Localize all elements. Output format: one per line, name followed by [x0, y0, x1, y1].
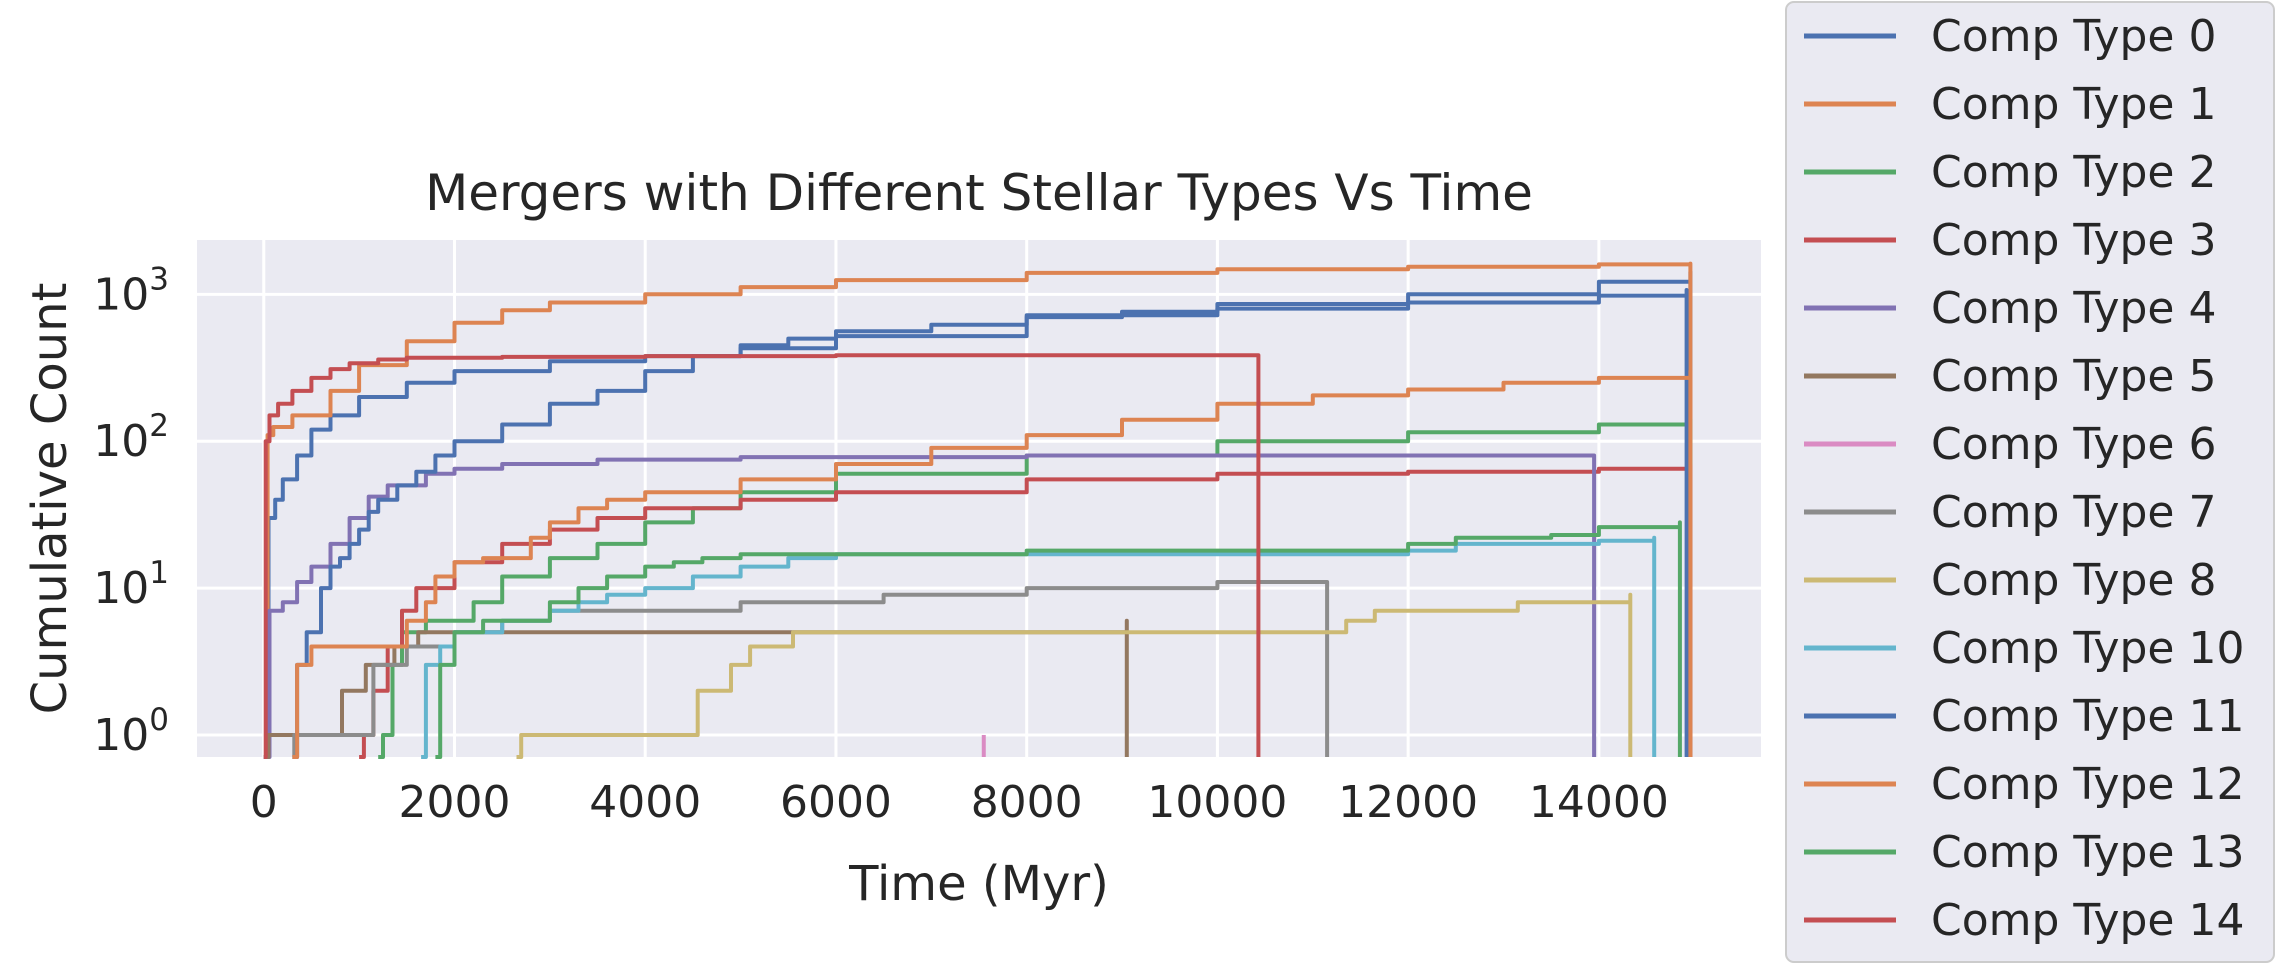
legend: Comp Type 0 Comp Type 1 Comp Type 2 Comp Ty… [1785, 1, 2275, 963]
legend-label: Comp Type 0 [1931, 11, 2216, 62]
plot-area [197, 240, 1761, 757]
x-tick-label: 14000 [1529, 777, 1669, 828]
chart-title: Mergers with Different Stellar Types Vs … [425, 164, 1533, 222]
axis-ticks: 0 2000 4000 6000 8000 10000 12000 14000 100 101 10… [93, 261, 1669, 828]
legend-label: Comp Type 12 [1931, 759, 2244, 810]
series-line [292, 580, 1330, 759]
y-tick-label: 100 [93, 702, 169, 761]
series-line [435, 520, 1682, 759]
series-line [516, 592, 1633, 759]
y-tick-label: 102 [93, 408, 169, 467]
legend-label: Comp Type 7 [1931, 487, 2216, 538]
x-tick-label: 12000 [1338, 777, 1478, 828]
series-line [263, 261, 1693, 759]
series-line [359, 463, 1693, 759]
series-lines [263, 261, 1693, 759]
legend-label: Comp Type 6 [1931, 419, 2216, 470]
x-tick-label: 6000 [780, 777, 892, 828]
series-line [263, 353, 1261, 759]
legend-label: Comp Type 8 [1931, 555, 2216, 606]
legend-label: Comp Type 11 [1931, 691, 2244, 742]
x-tick-label: 0 [250, 777, 278, 828]
x-tick-label: 10000 [1147, 777, 1287, 828]
legend-label: Comp Type 5 [1931, 351, 2216, 402]
y-tick-label: 103 [93, 261, 169, 320]
x-axis-label: Time (Myr) [848, 856, 1109, 912]
y-tick-label: 101 [93, 555, 169, 614]
legend-label: Comp Type 1 [1931, 79, 2216, 130]
x-tick-label: 2000 [398, 777, 510, 828]
legend-box [1785, 1, 2275, 963]
series-line [263, 453, 1597, 759]
legend-label: Comp Type 13 [1931, 827, 2244, 878]
x-tick-label: 4000 [589, 777, 701, 828]
x-tick-label: 8000 [971, 777, 1083, 828]
legend-label: Comp Type 2 [1931, 147, 2216, 198]
legend-label: Comp Type 14 [1931, 895, 2244, 946]
legend-label: Comp Type 3 [1931, 215, 2216, 266]
series-line [292, 288, 1689, 759]
y-axis-label: Cumulative Count [22, 283, 78, 715]
legend-label: Comp Type 4 [1931, 283, 2216, 334]
series-line [263, 270, 1693, 759]
legend-label: Comp Type 10 [1931, 623, 2244, 674]
series-line [292, 369, 1693, 759]
